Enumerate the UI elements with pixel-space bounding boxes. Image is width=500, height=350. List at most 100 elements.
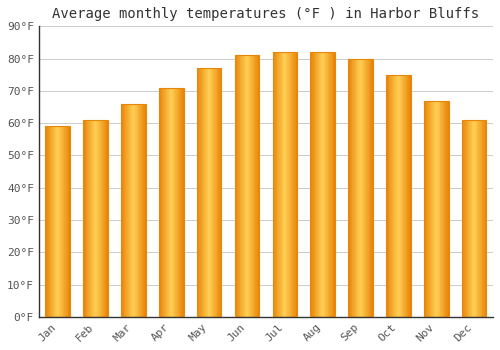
Bar bbox=[219, 68, 220, 317]
Bar bbox=[288, 52, 289, 317]
Bar bbox=[327, 52, 328, 317]
Bar bbox=[360, 58, 362, 317]
Bar bbox=[125, 104, 126, 317]
Bar bbox=[437, 100, 438, 317]
Bar bbox=[204, 68, 205, 317]
Bar bbox=[470, 120, 471, 317]
Bar bbox=[107, 120, 108, 317]
Bar bbox=[122, 104, 123, 317]
Bar bbox=[181, 88, 182, 317]
Bar bbox=[251, 55, 252, 317]
Bar bbox=[48, 126, 50, 317]
Bar bbox=[61, 126, 62, 317]
Bar bbox=[283, 52, 284, 317]
Bar bbox=[240, 55, 242, 317]
Bar bbox=[367, 58, 368, 317]
Bar bbox=[349, 58, 350, 317]
Bar bbox=[332, 52, 334, 317]
Bar bbox=[248, 55, 250, 317]
Bar bbox=[198, 68, 200, 317]
Bar bbox=[432, 100, 433, 317]
Bar bbox=[197, 68, 222, 317]
Bar bbox=[465, 120, 466, 317]
Bar bbox=[312, 52, 313, 317]
Bar bbox=[310, 52, 335, 317]
Bar bbox=[404, 75, 405, 317]
Bar bbox=[399, 75, 400, 317]
Bar bbox=[93, 120, 94, 317]
Bar bbox=[438, 100, 440, 317]
Bar bbox=[356, 58, 358, 317]
Bar bbox=[86, 120, 88, 317]
Bar bbox=[98, 120, 99, 317]
Bar bbox=[322, 52, 324, 317]
Bar bbox=[234, 55, 260, 317]
Bar bbox=[140, 104, 141, 317]
Bar bbox=[468, 120, 469, 317]
Bar bbox=[446, 100, 447, 317]
Bar bbox=[358, 58, 359, 317]
Bar bbox=[255, 55, 256, 317]
Bar bbox=[275, 52, 276, 317]
Bar bbox=[243, 55, 244, 317]
Bar bbox=[330, 52, 331, 317]
Bar bbox=[68, 126, 69, 317]
Bar bbox=[126, 104, 127, 317]
Bar bbox=[46, 126, 47, 317]
Bar bbox=[220, 68, 222, 317]
Bar bbox=[174, 88, 176, 317]
Bar bbox=[395, 75, 396, 317]
Bar bbox=[54, 126, 56, 317]
Bar bbox=[331, 52, 332, 317]
Bar bbox=[202, 68, 203, 317]
Bar bbox=[485, 120, 486, 317]
Bar bbox=[368, 58, 369, 317]
Bar bbox=[425, 100, 426, 317]
Bar bbox=[247, 55, 248, 317]
Bar bbox=[406, 75, 408, 317]
Bar bbox=[168, 88, 169, 317]
Bar bbox=[363, 58, 364, 317]
Bar bbox=[216, 68, 218, 317]
Bar bbox=[296, 52, 297, 317]
Bar bbox=[164, 88, 166, 317]
Bar bbox=[348, 58, 373, 317]
Bar bbox=[317, 52, 318, 317]
Bar bbox=[130, 104, 131, 317]
Bar bbox=[236, 55, 237, 317]
Bar bbox=[280, 52, 281, 317]
Bar bbox=[57, 126, 58, 317]
Bar bbox=[254, 55, 255, 317]
Bar bbox=[386, 75, 387, 317]
Bar bbox=[56, 126, 57, 317]
Bar bbox=[282, 52, 283, 317]
Bar bbox=[429, 100, 430, 317]
Bar bbox=[201, 68, 202, 317]
Bar bbox=[284, 52, 285, 317]
Bar bbox=[387, 75, 388, 317]
Bar bbox=[84, 120, 108, 317]
Bar bbox=[141, 104, 142, 317]
Bar bbox=[364, 58, 366, 317]
Bar bbox=[124, 104, 125, 317]
Bar bbox=[170, 88, 172, 317]
Bar bbox=[474, 120, 475, 317]
Bar bbox=[294, 52, 296, 317]
Bar bbox=[286, 52, 288, 317]
Bar bbox=[310, 52, 311, 317]
Bar bbox=[311, 52, 312, 317]
Bar bbox=[160, 88, 162, 317]
Bar bbox=[426, 100, 428, 317]
Bar bbox=[66, 126, 67, 317]
Bar bbox=[408, 75, 409, 317]
Bar bbox=[159, 88, 184, 317]
Bar bbox=[328, 52, 330, 317]
Bar bbox=[92, 120, 93, 317]
Bar bbox=[428, 100, 429, 317]
Bar bbox=[58, 126, 59, 317]
Bar bbox=[257, 55, 258, 317]
Bar bbox=[279, 52, 280, 317]
Bar bbox=[276, 52, 278, 317]
Bar bbox=[359, 58, 360, 317]
Bar bbox=[483, 120, 484, 317]
